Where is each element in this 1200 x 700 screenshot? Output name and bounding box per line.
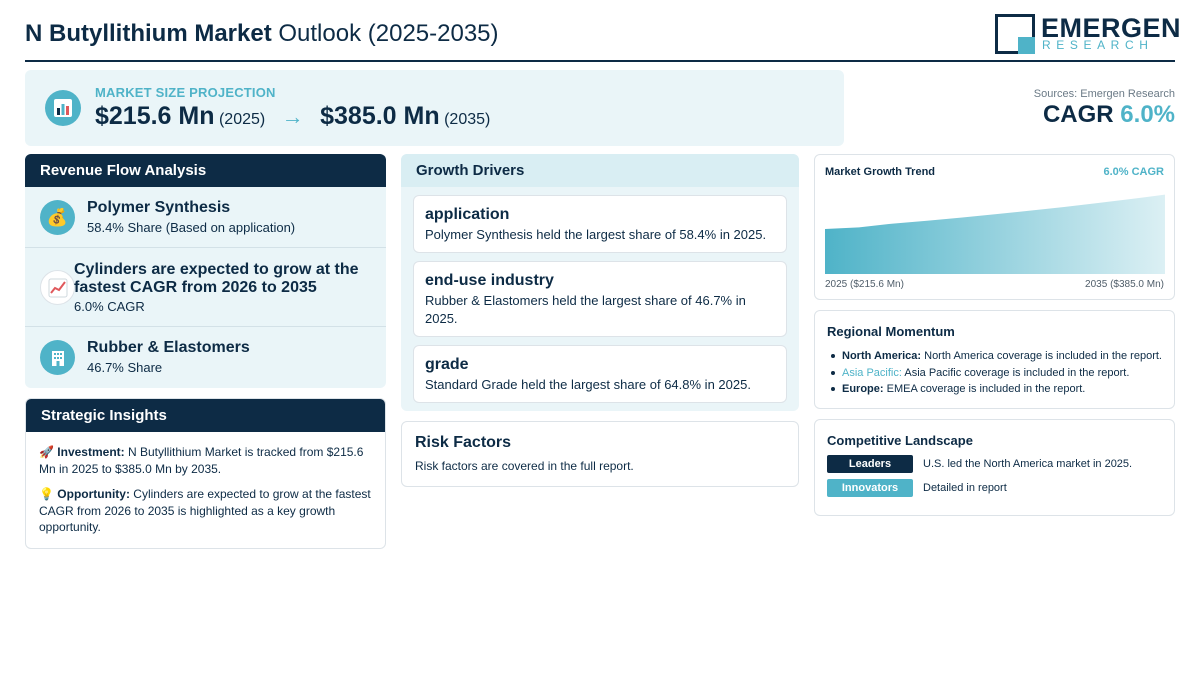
projection-values: $215.6 Mn (2025) → $385.0 Mn (2035) (95, 102, 490, 131)
insight-opportunity: 💡 Opportunity: Cylinders are expected to… (39, 486, 375, 536)
competitive-heading: Competitive Landscape (827, 433, 973, 448)
title-rest: Outlook (2025-2035) (278, 20, 499, 47)
regional-heading: Regional Momentum (827, 324, 955, 339)
region-item: North America: North America coverage is… (827, 348, 1162, 365)
trend-area-series (825, 194, 1165, 274)
strategic-insights-heading: Strategic Insights (26, 399, 385, 432)
bar-chart-icon (45, 90, 81, 126)
trend-up-icon (40, 270, 75, 305)
rocket-icon: 🚀 (39, 445, 54, 459)
growth-drivers-card: Growth Drivers application Polymer Synth… (401, 154, 799, 411)
insight-label: Opportunity: (57, 487, 130, 501)
strategic-insights-card: Strategic Insights 🚀 Investment: N Butyl… (25, 398, 386, 549)
projection-label: MARKET SIZE PROJECTION (95, 85, 276, 100)
driver-title: grade (425, 356, 469, 373)
driver-item: application Polymer Synthesis held the l… (413, 195, 787, 253)
revenue-item-subtitle: 46.7% Share (87, 360, 163, 375)
region-text: North America coverage is included in th… (924, 350, 1162, 362)
revenue-item-title: Rubber & Elastomers (87, 339, 250, 356)
insight-text: Cylinders are expected to grow at the fa… (39, 487, 371, 534)
trend-start-label: 2025 ($215.6 Mn) (825, 279, 904, 290)
trend-area-chart (825, 194, 1165, 274)
revenue-item: Cylinders are expected to grow at the fa… (25, 248, 386, 327)
cagr-summary: CAGR 6.0% (1043, 101, 1175, 129)
regional-list: North America: North America coverage is… (827, 348, 1162, 398)
regional-momentum-card: Regional Momentum North America: North A… (814, 310, 1175, 409)
revenue-item: Rubber & Elastomers 46.7% Share (25, 327, 386, 388)
start-value: $215.6 Mn (95, 102, 215, 130)
emergen-logo: EMERGEN RESEARCH (995, 13, 1181, 56)
revenue-item-title: Polymer Synthesis (87, 199, 231, 216)
trend-end-label: 2035 ($385.0 Mn) (1085, 279, 1164, 290)
insight-investment: 🚀 Investment: N Butyllithium Market is t… (39, 444, 375, 477)
risk-factors-card: Risk Factors Risk factors are covered in… (401, 421, 799, 487)
cagr-label: CAGR (1042, 101, 1114, 128)
revenue-item-subtitle: 58.4% Share (Based on application) (87, 220, 296, 235)
region-text: EMEA coverage is included in the report. (886, 383, 1086, 395)
region-item: Asia Pacific: Asia Pacific coverage is i… (827, 365, 1162, 382)
driver-title: application (425, 206, 510, 223)
region-item: Europe: EMEA coverage is included in the… (827, 381, 1162, 398)
growth-drivers-heading: Growth Drivers (401, 154, 799, 187)
trend-heading: Market Growth Trend (825, 166, 936, 178)
driver-title: end-use industry (425, 272, 554, 289)
start-year: (2025) (218, 111, 266, 128)
end-value: $385.0 Mn (320, 102, 440, 130)
innovators-badge: Innovators (827, 479, 913, 497)
leaders-text: U.S. led the North America market in 202… (923, 458, 1133, 470)
market-size-projection: MARKET SIZE PROJECTION $215.6 Mn (2025) … (25, 70, 844, 146)
sources-note: Sources: Emergen Research (1033, 88, 1175, 100)
leaders-badge: Leaders (827, 455, 913, 473)
revenue-item-title: Cylinders are expected to grow at the fa… (74, 261, 359, 296)
revenue-item: 💰 Polymer Synthesis 58.4% Share (Based o… (25, 187, 386, 248)
region-name: Europe: (842, 383, 884, 395)
innovators-text: Detailed in report (923, 482, 1007, 494)
page-header: N Butyllithium Market Outlook (2025-2035… (25, 10, 1181, 62)
cagr-value: 6.0% (1120, 101, 1175, 128)
revenue-item-subtitle: 6.0% CAGR (74, 299, 145, 314)
driver-text: Rubber & Elastomers held the largest sha… (425, 293, 746, 326)
logo-name: EMERGEN (1041, 13, 1182, 43)
arrow-right-icon: → (281, 104, 304, 129)
insight-text: N Butyllithium Market is tracked from $2… (39, 445, 364, 476)
building-icon (40, 340, 75, 375)
driver-text: Standard Grade held the largest share of… (425, 377, 751, 392)
page-title: N Butyllithium Market Outlook (2025-2035… (25, 20, 499, 48)
region-name: North America: (842, 350, 922, 362)
driver-item: end-use industry Rubber & Elastomers hel… (413, 261, 787, 337)
lightbulb-icon: 💡 (39, 487, 54, 501)
driver-text: Polymer Synthesis held the largest share… (425, 227, 767, 242)
money-bag-icon: 💰 (40, 200, 75, 235)
market-growth-trend-card: Market Growth Trend 6.0% CAGR 2025 ($215… (814, 154, 1175, 300)
end-year: (2035) (444, 111, 491, 128)
region-text: Asia Pacific coverage is included in the… (904, 366, 1130, 379)
risk-factors-text: Risk factors are covered in the full rep… (415, 459, 634, 473)
risk-factors-heading: Risk Factors (415, 434, 512, 451)
competitive-landscape-card: Competitive Landscape Leaders U.S. led t… (814, 419, 1175, 516)
logo-mark-icon (995, 14, 1035, 54)
revenue-flow-heading: Revenue Flow Analysis (25, 154, 386, 187)
insight-label: Investment: (57, 445, 125, 459)
logo-subtitle: RESEARCH (1042, 38, 1154, 52)
trend-cagr: 6.0% CAGR (1103, 166, 1164, 178)
region-name: Asia Pacific: (842, 366, 902, 379)
driver-item: grade Standard Grade held the largest sh… (413, 345, 787, 403)
title-bold: N Butyllithium Market (25, 20, 272, 47)
revenue-flow-card: Revenue Flow Analysis 💰 Polymer Synthesi… (25, 154, 386, 388)
